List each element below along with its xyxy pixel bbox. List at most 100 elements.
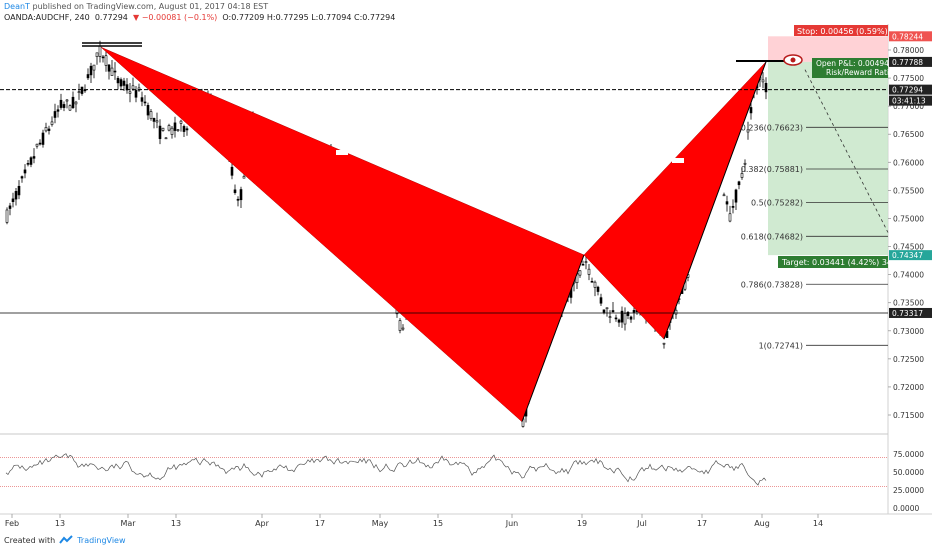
candle-body xyxy=(134,90,138,98)
candle-body xyxy=(737,181,741,186)
candle-body xyxy=(620,310,624,323)
time-tick-label: Jun xyxy=(505,519,519,528)
candle-body xyxy=(17,185,21,196)
candle-body xyxy=(161,127,165,131)
candle-body xyxy=(152,118,156,122)
price-change: ▼ −0.00081 (−0.1%) xyxy=(133,13,218,22)
symbol-label: OANDA:AUDCHF, 240 xyxy=(4,13,90,22)
candle-body xyxy=(662,342,666,345)
candle-body xyxy=(173,122,177,131)
last-price: 0.77294 xyxy=(94,13,128,22)
candle-body xyxy=(167,125,171,131)
risk-reward-label: Risk/Reward Ratio: xyxy=(826,68,896,77)
price-tick-label: 0.75500 xyxy=(893,186,924,195)
price-chart[interactable]: 0.236(0.76623) 0.382(0.75881) 0.5(0.75282)… xyxy=(0,24,932,530)
fib-level-label: 0.236(0.76623) xyxy=(741,123,803,132)
tradingview-brand[interactable]: TradingView xyxy=(77,535,126,545)
price-tick-label: 0.74500 xyxy=(893,243,924,252)
price-tick-label: 0.72500 xyxy=(893,355,924,364)
time-tick-label: 17 xyxy=(315,519,325,528)
price-label-box xyxy=(889,56,932,67)
author-link[interactable]: DeanT xyxy=(4,2,30,11)
candle-body xyxy=(749,107,753,114)
candle-body xyxy=(599,297,603,304)
price-tick-label: 0.72000 xyxy=(893,383,924,392)
price-label-text: 0.77294 xyxy=(892,86,923,95)
time-tick-label: Feb xyxy=(5,519,19,528)
candle-body xyxy=(176,129,180,131)
time-tick-label: 17 xyxy=(697,519,707,528)
candle-body xyxy=(5,209,9,223)
candle-body xyxy=(587,268,591,275)
candle-body xyxy=(29,157,33,165)
candle-body xyxy=(146,104,150,116)
candle-body xyxy=(137,87,141,91)
candle-body xyxy=(581,263,585,266)
candle-body xyxy=(95,52,99,57)
time-tick-label: 19 xyxy=(577,519,587,528)
candle-body xyxy=(104,55,108,66)
candle-body xyxy=(398,320,402,331)
fib-level-label: 0.618(0.74682) xyxy=(741,232,803,241)
candle-body xyxy=(740,173,744,178)
candle-body xyxy=(674,309,678,315)
candle-body xyxy=(38,142,42,145)
candle-body xyxy=(743,162,747,165)
candle-body xyxy=(101,56,105,59)
pattern-ab-leg xyxy=(521,254,585,422)
projection-line xyxy=(804,69,889,233)
candle-body xyxy=(179,120,183,124)
target-label-box xyxy=(778,256,888,268)
target-label: Target: 0.03441 (4.42%) 344.1 xyxy=(781,258,905,267)
candle-body xyxy=(143,101,147,104)
candle-body xyxy=(131,85,135,90)
candle-body xyxy=(734,189,738,203)
candle-body xyxy=(77,91,81,93)
candle-body xyxy=(596,286,600,292)
candle-body xyxy=(617,319,621,323)
candle-body xyxy=(113,70,117,73)
time-tick-label: 14 xyxy=(813,519,823,528)
price-tick-label: 0.76500 xyxy=(893,130,924,139)
candle-body xyxy=(764,82,768,93)
candle-body xyxy=(605,307,609,310)
rsi-tick-label: 25.0000 xyxy=(893,486,924,495)
price-label-text: 03:41:13 xyxy=(892,97,926,106)
candle-body xyxy=(731,205,735,208)
time-tick-label: Jul xyxy=(636,519,647,528)
price-tick-label: 0.73500 xyxy=(893,299,924,308)
pattern-label-mask xyxy=(672,158,684,163)
candle-body xyxy=(578,270,582,276)
candle-body xyxy=(89,65,93,76)
time-tick-label: Mar xyxy=(120,519,136,528)
time-tick-label: May xyxy=(372,519,389,528)
candle-body xyxy=(611,310,615,313)
candle-body xyxy=(629,316,633,320)
created-with-text: Created with xyxy=(4,535,56,545)
candle-body xyxy=(722,194,726,197)
ohlc-values: O:0.77209 H:0.77295 L:0.77094 C:0.77294 xyxy=(222,13,396,22)
candle-body xyxy=(59,99,63,108)
candle-body xyxy=(14,191,18,200)
candle-body xyxy=(230,166,234,176)
candle-body xyxy=(614,317,618,320)
target-zone xyxy=(768,61,888,256)
eye-pupil xyxy=(790,57,796,63)
candle-body xyxy=(239,189,243,201)
price-tick-label: 0.75000 xyxy=(893,214,924,223)
fib-level-label: 1(0.72741) xyxy=(759,341,803,350)
candle-body xyxy=(746,129,750,133)
candle-body xyxy=(602,309,606,313)
fib-level-label: 0.5(0.75282) xyxy=(751,199,803,208)
candle-body xyxy=(632,310,636,313)
candle-body xyxy=(110,67,114,76)
candle-body xyxy=(236,198,240,201)
rsi-tick-label: 0.0000 xyxy=(893,504,919,513)
tradingview-logo-icon xyxy=(59,535,73,544)
candle-body xyxy=(35,143,39,147)
candle-body xyxy=(728,213,732,222)
publish-info: DeanT published on TradingView.com, Augu… xyxy=(4,2,268,11)
footer: Created with TradingView xyxy=(4,535,126,545)
candle-body xyxy=(122,80,126,86)
candle-body xyxy=(119,79,123,87)
